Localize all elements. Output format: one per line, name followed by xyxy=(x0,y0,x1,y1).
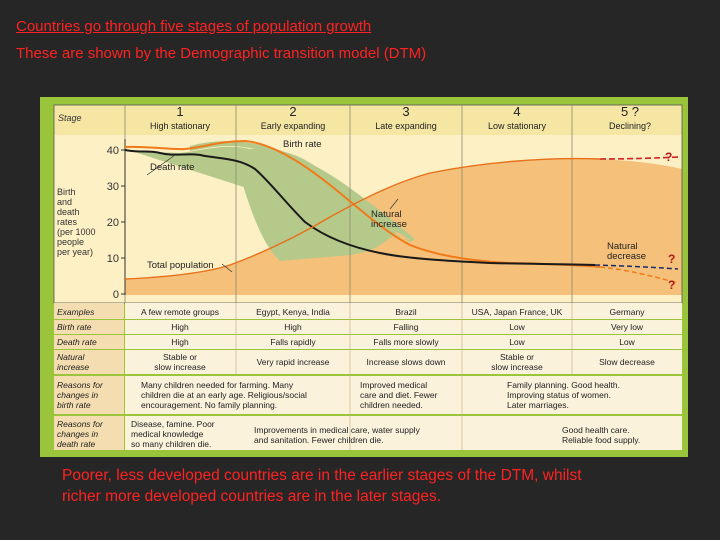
stage-3-name: Late expanding xyxy=(375,121,437,131)
row-label-reasons-birth: Reasons for xyxy=(57,380,104,390)
cell-examples-5: Germany xyxy=(610,307,646,317)
row-label-reasons-death-3: death rate xyxy=(57,439,96,449)
footer-text: Poorer, less developed countries are in … xyxy=(62,467,582,505)
cell-examples-2: Egypt, Kenya, India xyxy=(256,307,330,317)
dtm-table xyxy=(54,303,682,450)
stage-5-number: 5 ? xyxy=(621,104,639,119)
svg-text:and: and xyxy=(57,197,72,207)
row-label-birth-rate: Birth rate xyxy=(57,322,92,332)
stage-1-number: 1 xyxy=(176,104,183,119)
natural-decrease-label-2: decrease xyxy=(607,251,646,262)
reasons-death-left-2: medical knowledge xyxy=(131,429,204,439)
reasons-death-left-1: Disease, famine. Poor xyxy=(131,419,215,429)
y-tick-20: 20 xyxy=(107,217,119,229)
title-line-1: Countries go through five stages of popu… xyxy=(16,18,372,35)
reasons-birth-left-1: Many children needed for farming. Many xyxy=(141,380,294,390)
y-tick-40: 40 xyxy=(107,145,119,157)
cell-birth-5: Very low xyxy=(611,322,644,332)
reasons-birth-left-2: children die at an early age. Religious/… xyxy=(141,390,307,400)
row-label-reasons-birth-2: changes in xyxy=(57,390,98,400)
death-rate-label: Death rate xyxy=(150,162,194,173)
row-label-examples: Examples xyxy=(57,307,95,317)
question-mark-top: ? xyxy=(665,150,672,164)
cell-natural-2: Very rapid increase xyxy=(257,357,330,367)
row-label-death-rate: Death rate xyxy=(57,337,97,347)
stage-3-number: 3 xyxy=(402,104,409,119)
cell-death-3: Falls more slowly xyxy=(373,337,439,347)
stage-4-number: 4 xyxy=(513,104,520,119)
row-label-reasons-death: Reasons for xyxy=(57,419,104,429)
total-population-label: Total population xyxy=(147,260,214,271)
death-rate-projection xyxy=(594,264,679,270)
cell-birth-3: Falling xyxy=(393,322,418,332)
stage-header-band xyxy=(54,105,682,135)
svg-text:Birth: Birth xyxy=(57,187,76,197)
reasons-birth-middle-1: Improved medical xyxy=(360,380,427,390)
reasons-death-right-1: Good health care. xyxy=(562,425,630,435)
cell-natural-4-line2: slow increase xyxy=(491,362,543,372)
cell-natural-1: Stable or xyxy=(163,352,197,362)
reasons-birth-right-2: Improving status of women. xyxy=(507,390,611,400)
svg-text:death: death xyxy=(57,207,80,217)
y-tick-30: 30 xyxy=(107,181,119,193)
population-projection xyxy=(599,156,681,160)
stage-4-name: Low stationary xyxy=(488,121,547,131)
cell-birth-2: High xyxy=(284,322,302,332)
total-population-line xyxy=(124,157,601,280)
reasons-birth-right-3: Later marriages. xyxy=(507,400,569,410)
reasons-death-middle-2: and sanitation. Fewer children die. xyxy=(254,435,383,445)
y-tick-10: 10 xyxy=(107,253,119,265)
title-line-2: These are shown by the Demographic trans… xyxy=(16,45,427,62)
birth-rate-projection xyxy=(599,266,679,284)
cell-birth-4: Low xyxy=(509,322,525,332)
cell-natural-1-line2: slow increase xyxy=(154,362,206,372)
y-axis-label: Birth and death rates (per 1000 people p… xyxy=(57,187,96,257)
stage-2-number: 2 xyxy=(289,104,296,119)
reasons-birth-middle-3: children needed. xyxy=(360,400,423,410)
cell-examples-4: USA, Japan France, UK xyxy=(472,307,563,317)
y-tick-0: 0 xyxy=(113,289,119,301)
svg-text:rates: rates xyxy=(57,217,78,227)
natural-increase-fill xyxy=(230,148,397,261)
reasons-birth-right-1: Family planning. Good health. xyxy=(507,380,620,390)
population-area xyxy=(125,158,682,295)
svg-text:per year): per year) xyxy=(57,247,93,257)
row-label-reasons-death-2: changes in xyxy=(57,429,98,439)
reasons-death-left-3: so many children die. xyxy=(131,439,211,449)
cell-natural-5: Slow decrease xyxy=(599,357,655,367)
row-label-reasons-birth-3: birth rate xyxy=(57,400,91,410)
cell-death-5: Low xyxy=(619,337,635,347)
cell-death-2: Falls rapidly xyxy=(270,337,316,347)
svg-text:people: people xyxy=(57,237,84,247)
stage-1-name: High stationary xyxy=(150,121,211,131)
cell-natural-3: Increase slows down xyxy=(367,357,446,367)
cell-death-4: Low xyxy=(509,337,525,347)
stage-label: Stage xyxy=(58,113,82,123)
stage-5-name: Declining? xyxy=(609,121,651,131)
cell-natural-4: Stable or xyxy=(500,352,534,362)
question-mark-bottom: ? xyxy=(668,278,675,292)
question-mark-middle: ? xyxy=(668,252,675,266)
row-label-natural-increase-2: increase xyxy=(57,362,89,372)
row-label-natural-increase: Natural xyxy=(57,352,86,362)
reasons-death-right-2: Reliable food supply. xyxy=(562,435,640,445)
cell-examples-3: Brazil xyxy=(395,307,416,317)
death-rate-line xyxy=(124,149,596,266)
cell-birth-1: High xyxy=(171,322,189,332)
natural-increase-label: Natural xyxy=(371,209,402,220)
svg-text:(per 1000: (per 1000 xyxy=(57,227,96,237)
cell-examples-1: A few remote groups xyxy=(141,307,219,317)
stage-2-name: Early expanding xyxy=(261,121,326,131)
reasons-birth-middle-2: care and diet. Fewer xyxy=(360,390,438,400)
natural-increase-label-2: increase xyxy=(371,219,407,230)
natural-decrease-label: Natural xyxy=(607,241,638,252)
cell-death-1: High xyxy=(171,337,189,347)
reasons-birth-left-3: encouragement. No family planning. xyxy=(141,400,277,410)
birth-rate-label: Birth rate xyxy=(283,139,322,150)
dtm-diagram: 40 30 20 10 0 Birth and death rates (per… xyxy=(40,97,688,457)
reasons-death-middle-1: Improvements in medical care, water supp… xyxy=(254,425,421,435)
